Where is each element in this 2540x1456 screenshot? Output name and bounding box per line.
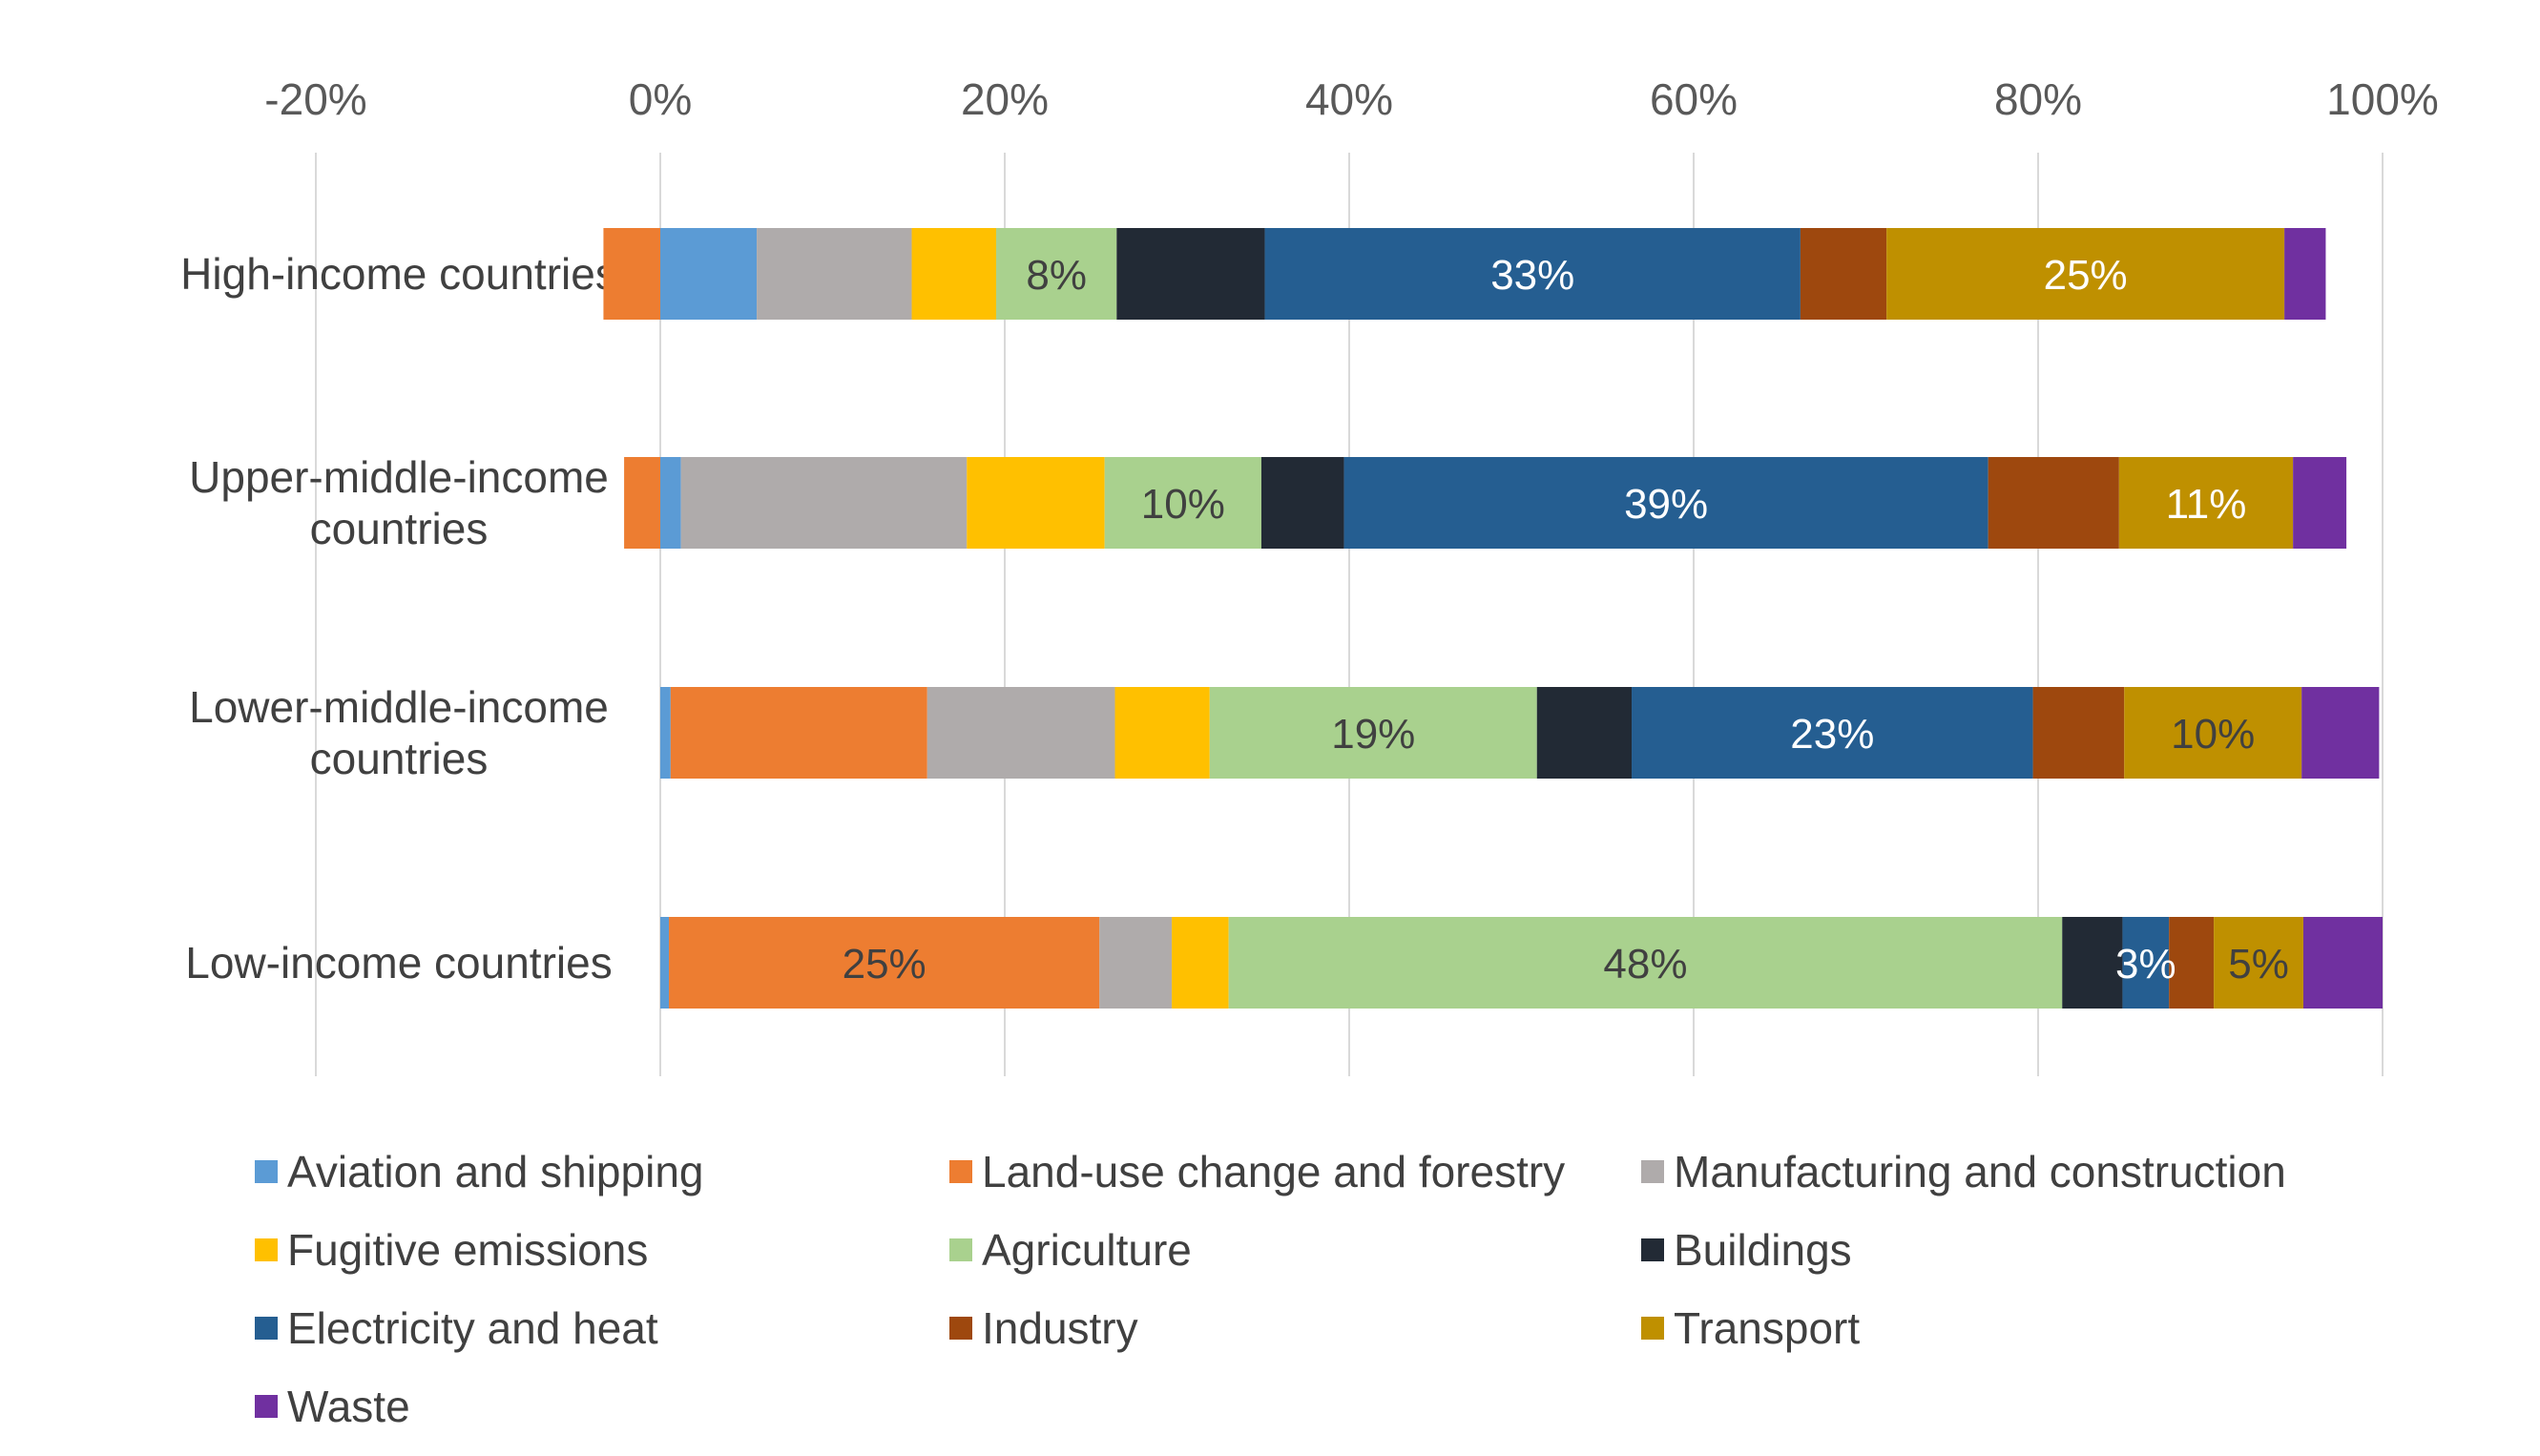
bar-segment-buildings bbox=[1260, 457, 1344, 549]
legend-swatch bbox=[949, 1238, 972, 1261]
legend-swatch bbox=[255, 1317, 278, 1340]
legend-label: Land-use change and forestry bbox=[982, 1147, 1565, 1196]
bar-segment-waste bbox=[2284, 228, 2326, 320]
bar-segment-transport bbox=[1886, 228, 2285, 320]
legend-label: Buildings bbox=[1674, 1225, 1852, 1275]
data-label: 25% bbox=[2044, 252, 2128, 299]
category-label: Upper-middle-income bbox=[189, 452, 609, 502]
data-label: 48% bbox=[1603, 941, 1687, 988]
bar-segment-fugitive-emissions bbox=[911, 228, 996, 320]
bar-segment-agriculture bbox=[1104, 457, 1261, 549]
bar-segment-agriculture bbox=[1228, 917, 2063, 1009]
legend-swatch bbox=[255, 1395, 278, 1418]
bar-segment-transport bbox=[2214, 917, 2303, 1009]
legend-swatch bbox=[1641, 1238, 1664, 1261]
x-tick-label: 80% bbox=[1994, 74, 2082, 124]
data-label: 5% bbox=[2228, 941, 2289, 988]
bar-segment-buildings bbox=[1536, 687, 1633, 779]
bars bbox=[603, 228, 2383, 1009]
data-label: 8% bbox=[1026, 252, 1087, 299]
bar-segment-transport bbox=[2118, 457, 2294, 549]
category-label: countries bbox=[310, 734, 489, 783]
bar-segment-electricity-and-heat bbox=[1343, 457, 1988, 549]
bar-segment-manufacturing-and-construction bbox=[1099, 917, 1173, 1009]
bar-segment-aviation-and-shipping bbox=[660, 228, 758, 320]
data-label: 10% bbox=[1141, 481, 1225, 528]
bar-segment-industry bbox=[2169, 917, 2215, 1009]
bar-segment-waste bbox=[2301, 687, 2380, 779]
data-label: 19% bbox=[1331, 711, 1415, 758]
category-label: High-income countries bbox=[180, 249, 617, 299]
x-tick-label: 100% bbox=[2326, 74, 2439, 124]
bar-segment-manufacturing-and-construction bbox=[680, 457, 968, 549]
legend-label: Transport bbox=[1674, 1303, 1860, 1353]
x-tick-label: 0% bbox=[629, 74, 692, 124]
legend-swatch bbox=[1641, 1160, 1664, 1183]
category-label: Lower-middle-income bbox=[189, 682, 609, 732]
bar-segment-manufacturing-and-construction bbox=[757, 228, 912, 320]
data-label: 39% bbox=[1624, 481, 1708, 528]
bar-segment-land-use-change-and-forestry bbox=[624, 457, 660, 549]
x-tick-label: 40% bbox=[1305, 74, 1393, 124]
legend-label: Electricity and heat bbox=[287, 1303, 658, 1353]
bar-segment-waste bbox=[2302, 917, 2383, 1009]
data-label: 23% bbox=[1790, 711, 1874, 758]
x-tick-label: -20% bbox=[264, 74, 366, 124]
bar-segment-agriculture bbox=[995, 228, 1117, 320]
data-label: 3% bbox=[2115, 941, 2176, 988]
legend-label: Agriculture bbox=[982, 1225, 1192, 1275]
legend-label: Aviation and shipping bbox=[287, 1147, 703, 1196]
bar-segment-waste bbox=[2293, 457, 2347, 549]
bar-segment-manufacturing-and-construction bbox=[926, 687, 1115, 779]
data-label: 33% bbox=[1490, 252, 1574, 299]
x-tick-label: 60% bbox=[1650, 74, 1738, 124]
legend-label: Manufacturing and construction bbox=[1674, 1147, 2286, 1196]
bar-segment-fugitive-emissions bbox=[1114, 687, 1210, 779]
bar-segment-electricity-and-heat bbox=[2122, 917, 2170, 1009]
data-labels: 8% 33% 25% 10% 39% 11% 19% 23% 10% 25% 48% 3% 5% bbox=[843, 252, 2289, 988]
bar-segment-fugitive-emissions bbox=[967, 457, 1105, 549]
data-label: 11% bbox=[2166, 481, 2247, 528]
data-label: 10% bbox=[2171, 711, 2255, 758]
x-axis-tick-labels: -20% 0% 20% 40% 60% 80% 100% bbox=[264, 74, 2439, 124]
bar-segment-aviation-and-shipping bbox=[660, 917, 670, 1009]
bar-segment-land-use-change-and-forestry bbox=[603, 228, 660, 320]
bar-segment-electricity-and-heat bbox=[1632, 687, 2033, 779]
legend-label: Fugitive emissions bbox=[287, 1225, 648, 1275]
category-label: countries bbox=[310, 504, 489, 553]
legend-label: Industry bbox=[982, 1303, 1138, 1353]
bar-segment-aviation-and-shipping bbox=[660, 687, 671, 779]
bar-segment-land-use-change-and-forestry bbox=[669, 917, 1100, 1009]
bar-segment-transport bbox=[2124, 687, 2302, 779]
category-labels: High-income countries Upper-middle-income… bbox=[180, 249, 617, 988]
bar-segment-industry bbox=[2032, 687, 2125, 779]
legend-swatch bbox=[255, 1160, 278, 1183]
legend-swatch bbox=[949, 1317, 972, 1340]
legend: Aviation and shipping Land-use change and… bbox=[255, 1147, 2286, 1431]
x-tick-label: 20% bbox=[961, 74, 1049, 124]
category-label: Low-income countries bbox=[185, 938, 612, 988]
bar-segment-fugitive-emissions bbox=[1172, 917, 1229, 1009]
bar-segment-industry bbox=[1988, 457, 2119, 549]
bar-segment-buildings bbox=[1116, 228, 1265, 320]
legend-label: Waste bbox=[287, 1382, 410, 1431]
bar-segment-aviation-and-shipping bbox=[660, 457, 681, 549]
bar-segment-agriculture bbox=[1209, 687, 1537, 779]
bar-segment-land-use-change-and-forestry bbox=[670, 687, 927, 779]
bar-segment-buildings bbox=[2062, 917, 2123, 1009]
data-label: 25% bbox=[843, 941, 926, 988]
bar-segment-electricity-and-heat bbox=[1264, 228, 1801, 320]
legend-swatch bbox=[1641, 1317, 1664, 1340]
legend-swatch bbox=[949, 1160, 972, 1183]
legend-swatch bbox=[255, 1238, 278, 1261]
bar-segment-industry bbox=[1800, 228, 1887, 320]
